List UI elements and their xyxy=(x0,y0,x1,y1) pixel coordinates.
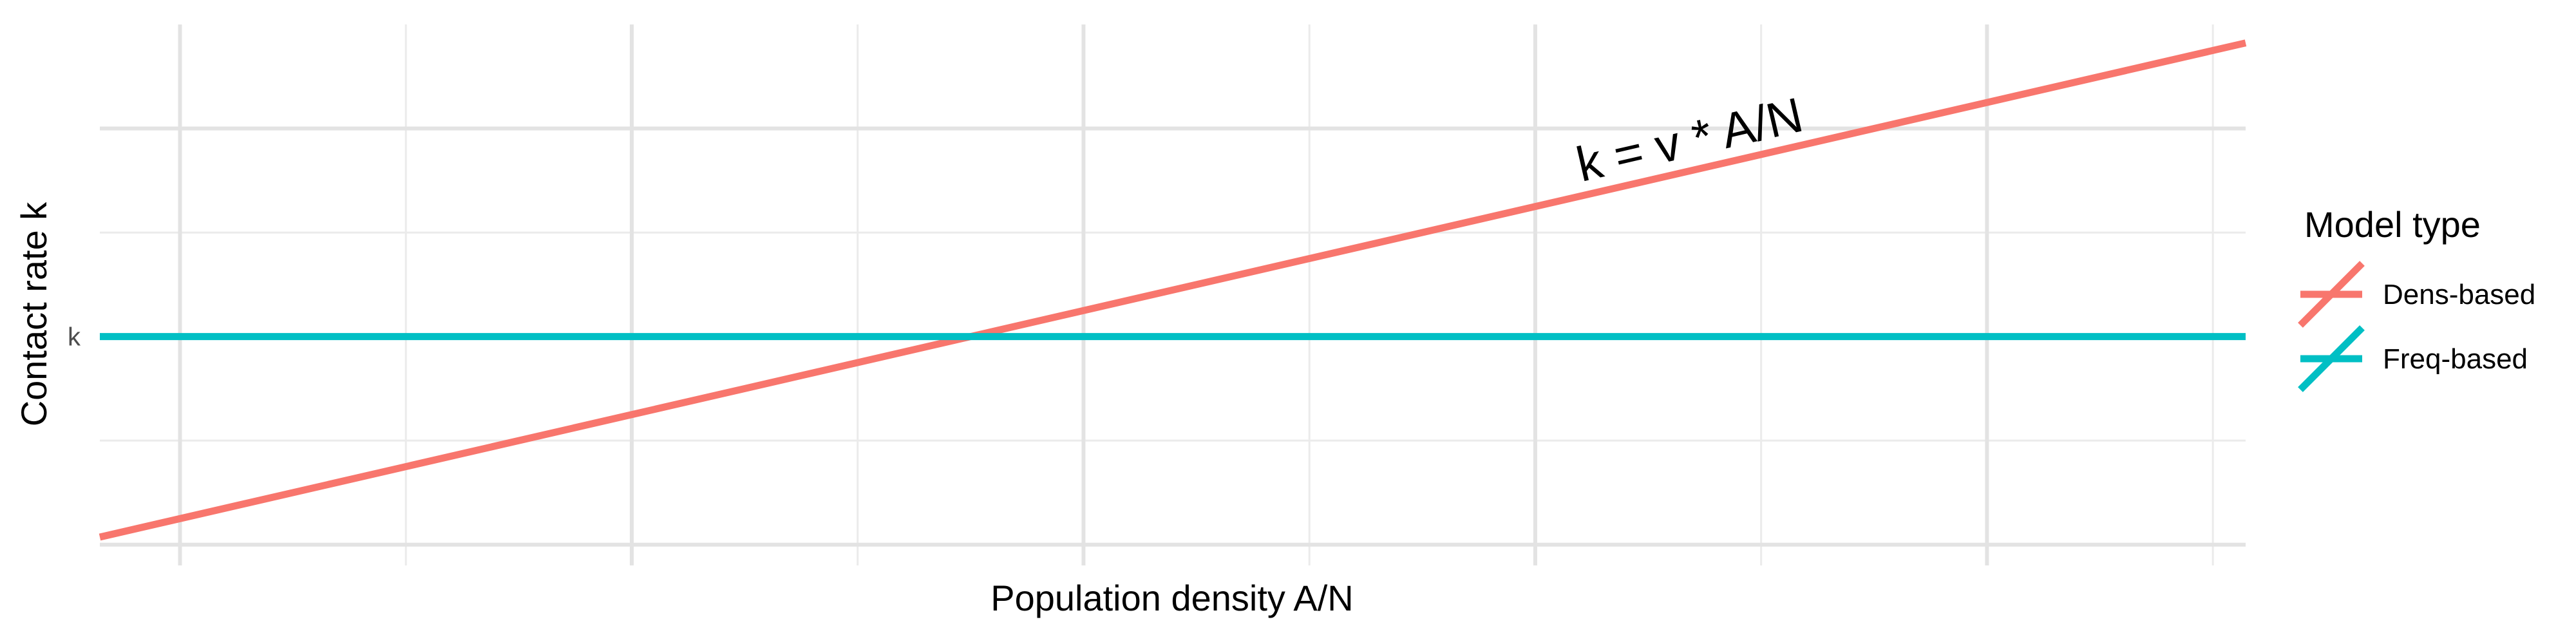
grid-major xyxy=(100,24,2246,565)
legend-label-dens-based: Dens-based xyxy=(2383,279,2535,310)
y-axis-title: Contact rate k xyxy=(14,202,54,427)
legend: Model type Dens-based Freq-based xyxy=(2298,204,2535,392)
series-layer xyxy=(99,39,2247,541)
series-line-dens-based xyxy=(99,39,2247,541)
y-axis-ticks: k xyxy=(68,323,81,352)
line-annotation: k = v * A/N xyxy=(1571,88,1808,193)
y-tick-label: k xyxy=(68,323,81,352)
annotation-layer: k = v * A/N xyxy=(1571,88,1808,193)
legend-title: Model type xyxy=(2304,204,2481,245)
grid-minor xyxy=(100,24,2246,565)
x-axis-title: Population density A/N xyxy=(990,578,1353,618)
legend-label-freq-based: Freq-based xyxy=(2383,343,2528,375)
legend-items: Dens-based Freq-based xyxy=(2298,261,2535,392)
